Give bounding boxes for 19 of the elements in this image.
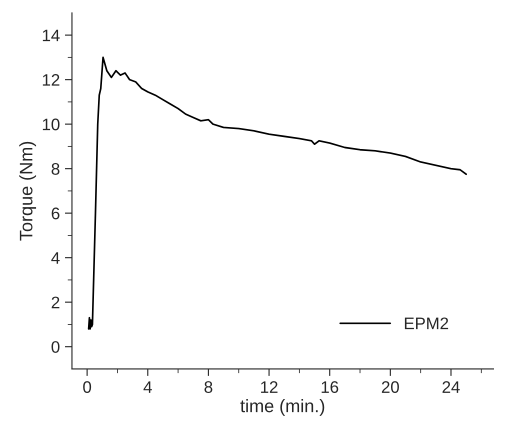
x-tick-label: 12 <box>261 381 278 393</box>
x-tick-label: 8 <box>204 381 212 393</box>
x-tick-label: 16 <box>322 381 338 393</box>
y-axis-title: Torque (Nm) <box>19 142 36 241</box>
line-series <box>88 56 467 330</box>
y-tick-label: 4 <box>51 252 60 264</box>
x-tick-label: 4 <box>144 381 152 393</box>
x-tick-label: 24 <box>442 381 460 393</box>
x-tick-label: 0 <box>83 381 92 393</box>
y-tick-label: 14 <box>42 30 60 42</box>
x-tick-label: 20 <box>382 381 399 393</box>
y-tick-label: 12 <box>42 74 60 86</box>
y-tick-label: 2 <box>52 296 60 308</box>
y-tick-label: 8 <box>52 163 60 175</box>
y-tick-label: 0 <box>52 341 60 353</box>
y-tick-label: 6 <box>52 208 60 220</box>
legend-label: EPM2 <box>404 317 448 330</box>
x-axis-title: time (min.) <box>240 399 324 416</box>
y-tick-label: 10 <box>42 118 60 130</box>
